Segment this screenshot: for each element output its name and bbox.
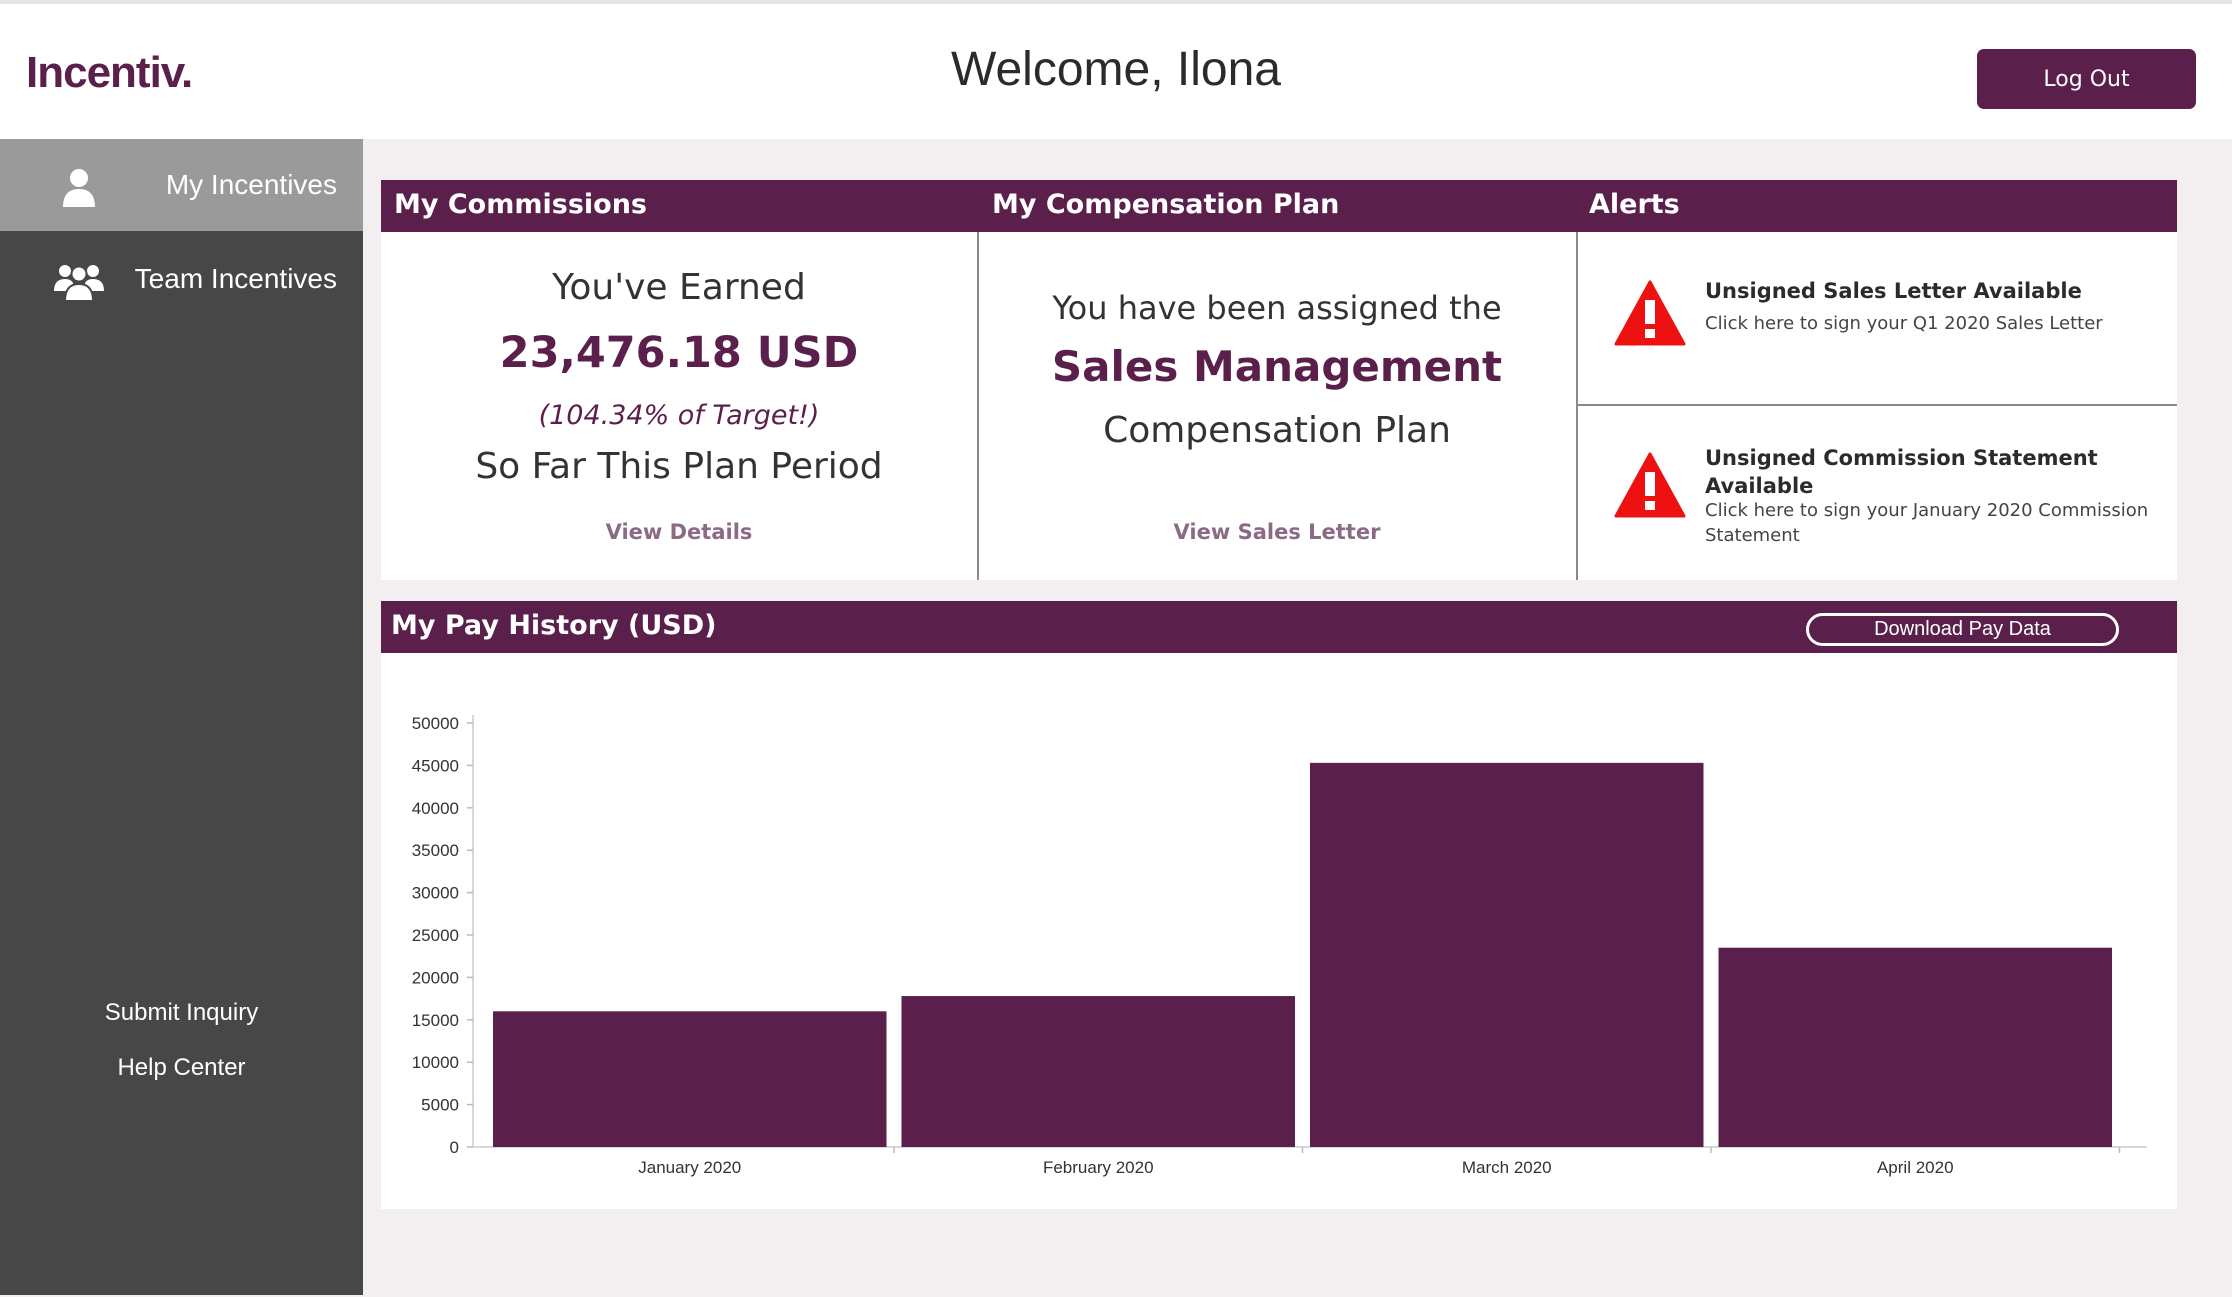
view-details-link[interactable]: View Details [605, 520, 753, 544]
compensation-plan-title: My Compensation Plan [992, 189, 1340, 220]
bar [493, 1011, 887, 1147]
y-tick-label: 15000 [412, 1011, 459, 1030]
view-sales-letter-link[interactable]: View Sales Letter [1173, 520, 1381, 544]
earned-amount: 23,476.18 USD [499, 328, 859, 378]
y-tick-label: 30000 [412, 884, 459, 903]
y-tick-label: 5000 [421, 1096, 459, 1115]
sidebar-item-team-incentives[interactable]: Team Incentives [0, 233, 363, 325]
y-tick-label: 50000 [412, 714, 459, 733]
alert-description: Click here to sign your Q1 2020 Sales Le… [1705, 313, 2103, 334]
panel-divider [1576, 232, 1578, 580]
help-center-link[interactable]: Help Center [117, 1054, 246, 1081]
alert-description: Statement [1705, 525, 1800, 546]
y-tick-label: 25000 [412, 926, 459, 945]
logout-button[interactable]: Log Out [1977, 49, 2196, 109]
alert-description: Click here to sign your January 2020 Com… [1705, 500, 2149, 521]
commissions-title: My Commissions [394, 189, 647, 220]
x-tick-label: March 2020 [1462, 1158, 1552, 1177]
plan-period-label: So Far This Plan Period [475, 446, 883, 487]
sidebar-item-my-incentives[interactable]: My Incentives [0, 139, 363, 231]
bar [1310, 762, 1704, 1147]
download-pay-data-button[interactable]: Download Pay Data [1806, 613, 2119, 646]
y-tick-label: 0 [450, 1138, 459, 1157]
x-tick-label: February 2020 [1043, 1158, 1154, 1177]
alert-title: Available [1705, 474, 1814, 498]
pay-history-title: My Pay History (USD) [391, 610, 717, 641]
earned-label: You've Earned [552, 267, 806, 308]
y-tick-label: 45000 [412, 756, 459, 775]
pay-history-chart: 0 5000 10000 15000 20000 25000 30000 35000 40000… [412, 714, 2147, 1177]
warning-icon [1614, 452, 1686, 518]
sidebar-item-label: My Incentives [165, 169, 337, 200]
plan-assigned-label: You have been assigned the [1052, 289, 1502, 327]
warning-icon [1614, 280, 1686, 346]
plan-name: Sales Management [1051, 342, 1503, 391]
bar [901, 996, 1295, 1147]
alert-title: Unsigned Commission Statement [1705, 446, 2098, 470]
target-percentage: (104.34% of Target!) [538, 400, 820, 431]
app-header: Incentiv. Welcome, Ilona Log Out [0, 0, 2232, 139]
summary-panel [381, 232, 2177, 580]
x-tick-label: January 2020 [638, 1158, 741, 1177]
user-icon [63, 169, 95, 207]
y-tick-label: 40000 [412, 799, 459, 818]
x-tick-label: April 2020 [1877, 1158, 1954, 1177]
sidebar: My Incentives Team Incentives Submit Inq… [0, 139, 363, 1295]
app-logo[interactable]: Incentiv. [26, 48, 193, 97]
sidebar-item-label: Team Incentives [134, 263, 337, 294]
welcome-message: Welcome, Ilona [951, 43, 1281, 96]
bar [1718, 947, 2112, 1147]
panel-divider [977, 232, 979, 580]
users-icon [54, 265, 104, 301]
alerts-divider [1578, 404, 2177, 406]
y-tick-label: 10000 [412, 1053, 459, 1072]
y-tick-label: 35000 [412, 841, 459, 860]
summary-header-bar: My Commissions My Compensation Plan Aler… [381, 180, 2177, 232]
plan-suffix-label: Compensation Plan [1103, 410, 1451, 451]
alert-title: Unsigned Sales Letter Available [1705, 279, 2082, 303]
y-tick-label: 20000 [412, 968, 459, 987]
alerts-title: Alerts [1589, 189, 1680, 220]
submit-inquiry-link[interactable]: Submit Inquiry [104, 999, 259, 1026]
